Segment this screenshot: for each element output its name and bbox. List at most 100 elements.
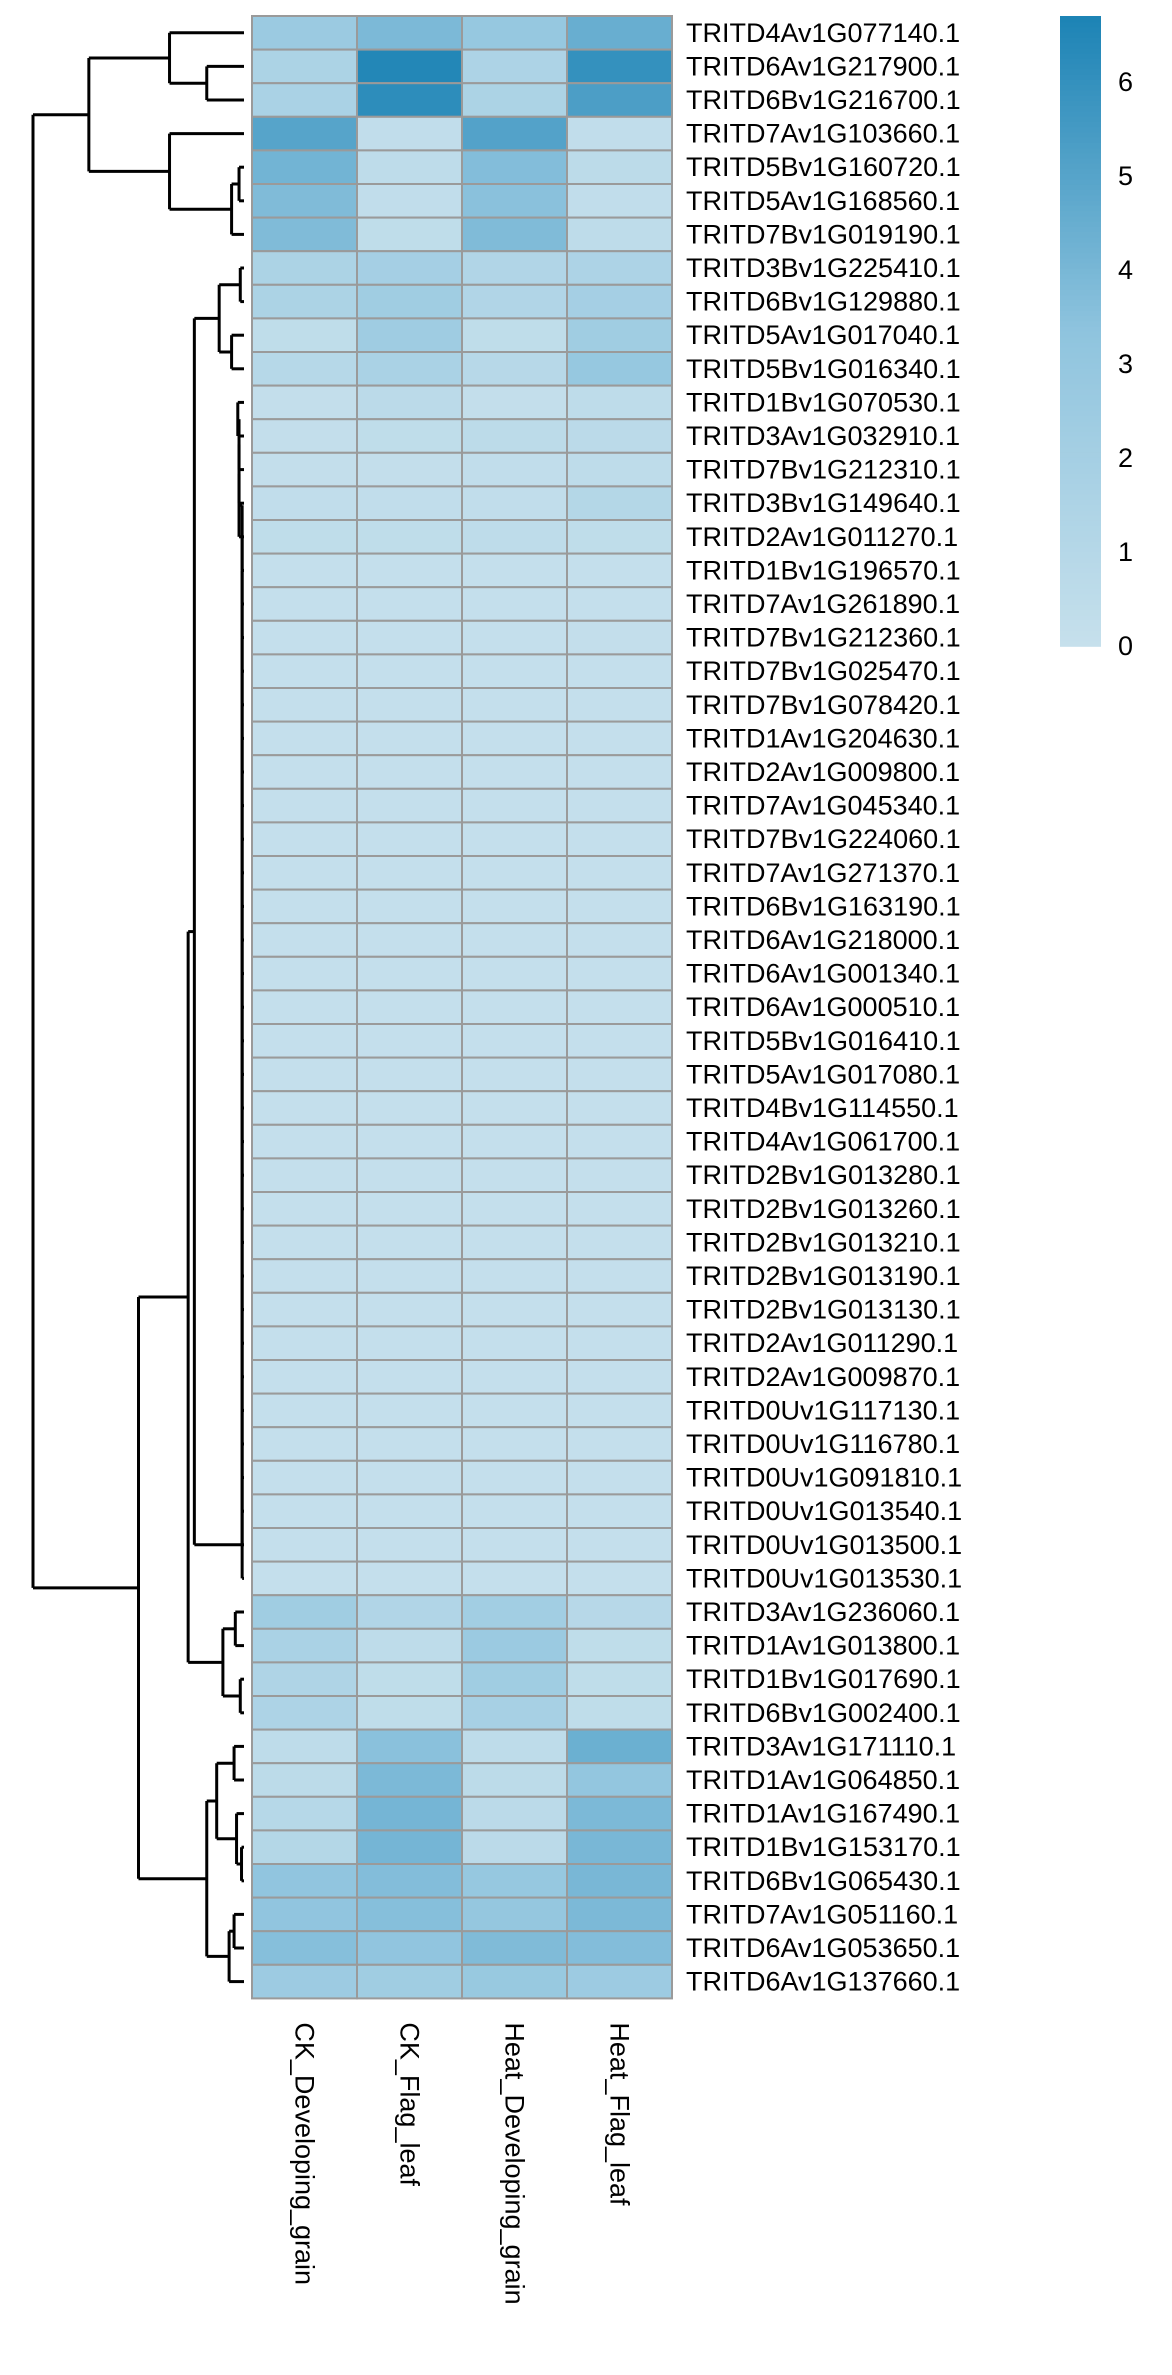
heatmap-cell: [251, 1258, 358, 1294]
heatmap-cell: [251, 418, 358, 454]
heatmap-cell: [566, 183, 673, 219]
column-label: CK_Flag_leaf: [395, 2022, 425, 2186]
legend-gradient-step: [1060, 635, 1101, 642]
row-label: TRITD1Av1G204630.1: [686, 723, 960, 753]
legend-gradient-step: [1060, 478, 1101, 485]
heatmap-cell: [566, 787, 673, 824]
heatmap-cell: [566, 418, 673, 454]
row-label: TRITD6Av1G000510.1: [686, 992, 960, 1022]
legend-gradient-step: [1060, 399, 1101, 406]
legend-gradient-step: [1060, 604, 1101, 611]
heatmap-cell: [356, 1359, 463, 1395]
heatmap-cell: [461, 1661, 568, 1698]
heatmap-cell: [356, 922, 463, 958]
legend-gradient-step: [1060, 614, 1101, 621]
legend-tick-label: 4: [1118, 255, 1133, 285]
row-label: TRITD5Av1G168560.1: [686, 186, 960, 216]
legend-gradient-step: [1060, 562, 1101, 569]
heatmap-cell: [461, 317, 568, 353]
heatmap-cell: [461, 1325, 568, 1362]
heatmap-cell: [356, 451, 463, 488]
heatmap-cell: [461, 552, 568, 589]
legend-gradient-step: [1060, 425, 1101, 432]
legend-gradient-step: [1060, 226, 1101, 233]
heatmap-cell: [251, 1930, 358, 1966]
legend-gradient-step: [1060, 131, 1101, 138]
heatmap-cell: [356, 519, 463, 555]
heatmap-cell: [356, 619, 463, 656]
row-label: TRITD3Bv1G149640.1: [686, 488, 961, 518]
heatmap-cell: [566, 1863, 673, 1899]
legend-gradient-step: [1060, 268, 1101, 275]
column-label: Heat_Flag_leaf: [605, 2022, 635, 2206]
row-label: TRITD1Bv1G070530.1: [686, 387, 961, 417]
heatmap-cell: [356, 1695, 463, 1731]
row-label: TRITD6Av1G001340.1: [686, 959, 960, 989]
heatmap-cell: [356, 787, 463, 824]
heatmap-cell: [461, 787, 568, 824]
heatmap-cell: [566, 619, 673, 656]
heatmap-cell: [566, 754, 673, 790]
heatmap-cell: [461, 754, 568, 790]
row-label: TRITD3Av1G171110.1: [686, 1731, 956, 1761]
legend-gradient-step: [1060, 194, 1101, 201]
row-label: TRITD2Av1G011270.1: [686, 522, 958, 552]
heatmap-cell: [356, 687, 463, 723]
row-label: TRITD1Bv1G153170.1: [686, 1832, 961, 1862]
heatmap-cell: [461, 1594, 568, 1630]
heatmap-cell: [461, 1426, 568, 1462]
heatmap-cell: [251, 1863, 358, 1899]
heatmap-cell: [566, 250, 673, 286]
legend-gradient-step: [1060, 136, 1101, 143]
legend-gradient-step: [1060, 126, 1101, 133]
heatmap-cell: [566, 855, 673, 891]
legend-gradient-step: [1060, 304, 1101, 311]
heatmap-cell: [566, 1762, 673, 1798]
legend-gradient-step: [1060, 52, 1101, 59]
heatmap-cell: [461, 922, 568, 958]
row-label: TRITD1Bv1G017690.1: [686, 1664, 961, 1694]
row-label: TRITD0Uv1G013530.1: [686, 1563, 962, 1593]
row-label: TRITD6Av1G137660.1: [686, 1967, 960, 1997]
legend-gradient-step: [1060, 42, 1101, 49]
heatmap-cell: [356, 1493, 463, 1530]
legend-gradient-step: [1060, 567, 1101, 574]
legend-gradient-step: [1060, 115, 1101, 122]
heatmap-cell: [251, 720, 358, 757]
heatmap-cell: [251, 283, 358, 320]
heatmap-cell: [566, 1594, 673, 1630]
legend-gradient-step: [1060, 105, 1101, 112]
heatmap-cell: [251, 687, 358, 723]
legend-gradient-step: [1060, 472, 1101, 479]
heatmap-cell: [356, 989, 463, 1026]
heatmap-cell: [356, 1426, 463, 1462]
legend-gradient-step: [1060, 520, 1101, 527]
heatmap-cell: [461, 1157, 568, 1194]
heatmap-cell: [566, 1527, 673, 1563]
heatmap-cell: [566, 1023, 673, 1059]
legend-gradient-step: [1060, 320, 1101, 327]
heatmap-cell: [566, 1392, 673, 1429]
row-label: TRITD6Av1G053650.1: [686, 1933, 960, 1963]
row-label: TRITD0Uv1G117130.1: [686, 1395, 960, 1425]
heatmap-cell: [356, 653, 463, 690]
heatmap-cell: [461, 485, 568, 521]
heatmap-cells: [251, 15, 673, 2000]
legend-gradient-step: [1060, 451, 1101, 458]
legend-gradient-step: [1060, 121, 1101, 128]
heatmap-cell: [461, 955, 568, 992]
legend-gradient-step: [1060, 352, 1101, 359]
legend-gradient-step: [1060, 310, 1101, 317]
heatmap-cell: [566, 15, 673, 51]
row-label: TRITD0Uv1G013500.1: [686, 1530, 962, 1560]
heatmap-cell: [566, 1123, 673, 1160]
row-label: TRITD1Bv1G196570.1: [686, 555, 961, 585]
row-label: TRITD5Bv1G016410.1: [686, 1026, 961, 1056]
heatmap-cell: [461, 653, 568, 690]
legend-gradient-step: [1060, 241, 1101, 248]
heatmap-cell: [566, 687, 673, 723]
heatmap-cell: [461, 687, 568, 723]
heatmap-cell: [356, 1728, 463, 1765]
heatmap-cell: [461, 1056, 568, 1093]
